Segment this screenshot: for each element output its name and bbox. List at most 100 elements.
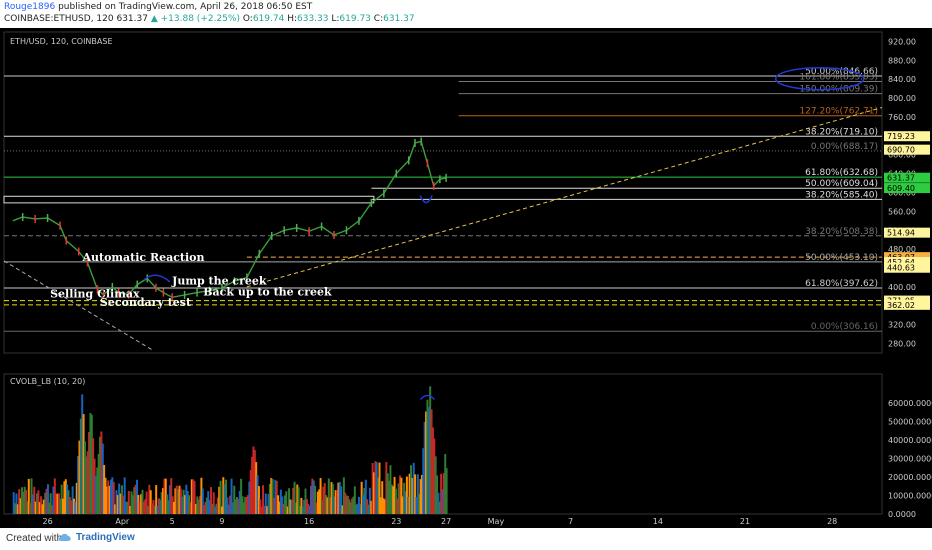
price-badge-bg	[884, 299, 930, 310]
volume-bar	[119, 493, 122, 514]
volume-bar	[101, 443, 104, 514]
volume-bar	[93, 458, 96, 514]
volume-bar	[186, 491, 189, 514]
volume-bar	[223, 484, 226, 514]
volume-bar	[144, 499, 147, 514]
volume-bar	[205, 497, 208, 514]
y-tick-label: 680.00	[888, 151, 916, 160]
volume-bar	[23, 486, 26, 514]
tradingview-brand[interactable]: TradingView	[76, 532, 135, 543]
volume-bar	[266, 506, 269, 514]
volume-bar	[426, 399, 429, 514]
fib-level-label: 61.80%(632.68)	[805, 168, 878, 178]
wyckoff-annotation: Selling Climax	[50, 287, 140, 300]
volume-y-tick-label: 20000.0000	[888, 473, 932, 482]
volume-bar	[68, 497, 71, 514]
volume-bar	[211, 503, 214, 514]
volume-bar	[20, 487, 23, 514]
volume-bar	[303, 499, 306, 514]
volume-bar	[401, 496, 404, 514]
volume-bar	[131, 495, 134, 514]
footer: Created with TradingView	[0, 528, 932, 550]
volume-bar	[116, 495, 119, 514]
volume-bar	[182, 489, 185, 514]
volume-bar	[438, 501, 441, 514]
volume-bar	[240, 478, 243, 514]
volume-bar	[108, 485, 111, 514]
volume-bar	[45, 488, 48, 514]
volume-bar	[300, 497, 303, 514]
volume-bar	[55, 493, 58, 514]
volume-bar	[329, 497, 332, 514]
volume-bar	[349, 502, 352, 514]
volume-bar	[344, 492, 347, 514]
y-tick-label: 920.00	[888, 37, 916, 46]
volume-bar	[79, 418, 82, 514]
volume-bar	[100, 431, 103, 514]
volume-bar	[296, 484, 299, 514]
price-badge-bg	[884, 144, 930, 155]
x-tick-label: 23	[391, 517, 401, 526]
x-tick-label: 14	[653, 517, 663, 526]
volume-bar	[292, 487, 295, 514]
price-badge: 514.94	[887, 229, 915, 238]
volume-bar	[164, 478, 167, 514]
target-circle	[774, 66, 865, 91]
volume-bar	[190, 479, 193, 514]
volume-bar	[362, 494, 365, 514]
volume-bar	[12, 492, 15, 514]
volume-bar	[415, 496, 418, 514]
volume-bar	[314, 485, 317, 514]
volume-bar	[66, 484, 69, 514]
volume-bar	[125, 502, 128, 514]
volume-bar	[389, 465, 392, 514]
volume-bar	[271, 479, 274, 514]
created-with-text: Created with	[6, 533, 63, 544]
volume-bar	[229, 495, 232, 514]
volume-bar	[41, 504, 44, 514]
volume-bar	[363, 487, 366, 514]
volume-bar	[327, 478, 330, 514]
chart-area[interactable]: 50.00%(846.66) 161.80%(835.03) 150.00%(809…	[0, 28, 932, 528]
volume-bar	[130, 491, 133, 514]
volume-bar	[297, 487, 300, 514]
symbol-quote-line: COINBASE:ETHUSD, 120 631.37 ▲ +13.88 (+2…	[4, 14, 415, 24]
price-badge: 440.63	[887, 264, 915, 273]
volume-bar	[200, 477, 203, 514]
volume-bar	[373, 472, 376, 514]
trendline	[246, 107, 883, 288]
volume-bar	[114, 504, 117, 514]
volume-bar	[277, 495, 280, 514]
volume-bar	[99, 436, 102, 514]
author-link[interactable]: Rouge1896	[4, 2, 56, 12]
volume-bar	[207, 491, 210, 514]
volume-bar	[60, 484, 63, 514]
volume-bar	[371, 463, 374, 514]
volume-bar	[25, 490, 28, 514]
low-label: L:	[331, 14, 340, 24]
volume-bar	[153, 505, 156, 514]
volume-bar	[427, 407, 430, 514]
volume-y-tick-label: 0.0000	[888, 510, 916, 519]
volume-bar	[420, 474, 423, 514]
volume-bar	[129, 505, 132, 514]
volume-bar	[203, 505, 206, 514]
volume-bar	[251, 456, 254, 514]
volume-bar	[431, 427, 434, 514]
volume-bar	[294, 502, 297, 514]
price-badge-bg	[884, 262, 930, 273]
volume-bar	[414, 474, 417, 514]
volume-y-tick-label: 30000.0000	[888, 455, 932, 464]
volume-bar	[253, 450, 256, 514]
price-badge: 719.23	[887, 132, 915, 141]
volume-bar	[151, 503, 154, 514]
volume-bar	[156, 505, 159, 514]
volume-bar	[319, 478, 322, 514]
volume-bar	[374, 461, 377, 514]
volume-bar	[36, 493, 39, 514]
x-tick-label: May	[488, 517, 505, 526]
volume-bar	[308, 505, 311, 514]
volume-bar	[115, 490, 118, 514]
volume-bar	[122, 495, 125, 514]
chart-svg[interactable]: 50.00%(846.66)161.80%(835.03) 150.00%(809…	[0, 28, 932, 528]
